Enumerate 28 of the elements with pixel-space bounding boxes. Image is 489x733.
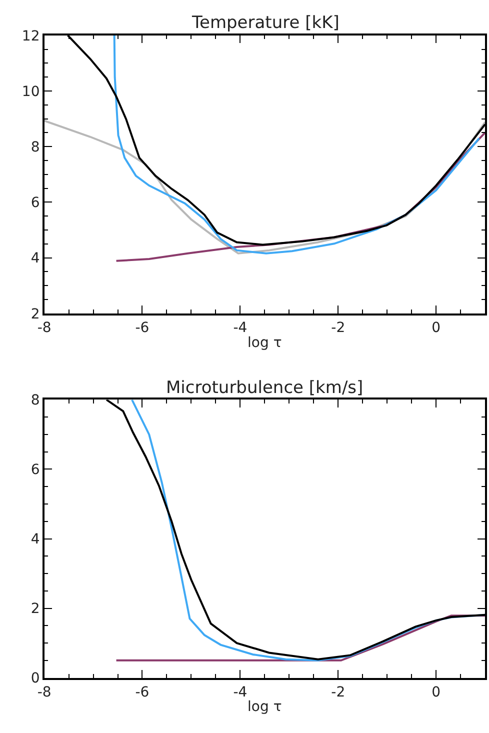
- y-tick-label: 4: [30, 250, 40, 267]
- x-tick-label: -6: [135, 320, 150, 336]
- y-tick-label: 4: [30, 532, 40, 548]
- x-tick-label: -2: [331, 320, 346, 336]
- x-axis-title: log τ: [248, 334, 282, 351]
- x-tick-label: -6: [135, 684, 150, 700]
- line-series: [115, 132, 486, 262]
- line-series: [115, 614, 486, 662]
- x-tick-label: -8: [37, 684, 52, 700]
- y-tick-label: 6: [30, 195, 40, 212]
- x-tick-label: -4: [233, 320, 248, 336]
- line-series: [113, 35, 480, 254]
- y-tick-label: 0: [30, 670, 40, 687]
- y-tick-label: 8: [30, 392, 40, 409]
- x-tick-label: -2: [331, 684, 346, 700]
- x-tick-label: -4: [233, 684, 248, 700]
- x-tick-label: -8: [37, 320, 52, 336]
- x-tick-label: 0: [432, 684, 441, 700]
- y-tick-label: 2: [30, 601, 40, 618]
- chart-title: Microturbulence [km/s]: [166, 378, 364, 398]
- y-tick-label: 2: [30, 306, 40, 322]
- x-tick-label: 0: [432, 320, 441, 336]
- y-tick-label: 10: [22, 84, 40, 100]
- y-tick-label: 12: [22, 28, 40, 44]
- y-tick-label: 6: [30, 462, 40, 478]
- x-axis-title: log τ: [248, 699, 282, 716]
- chart-title: Temperature [kK]: [191, 13, 340, 33]
- y-tick-label: 8: [30, 140, 40, 156]
